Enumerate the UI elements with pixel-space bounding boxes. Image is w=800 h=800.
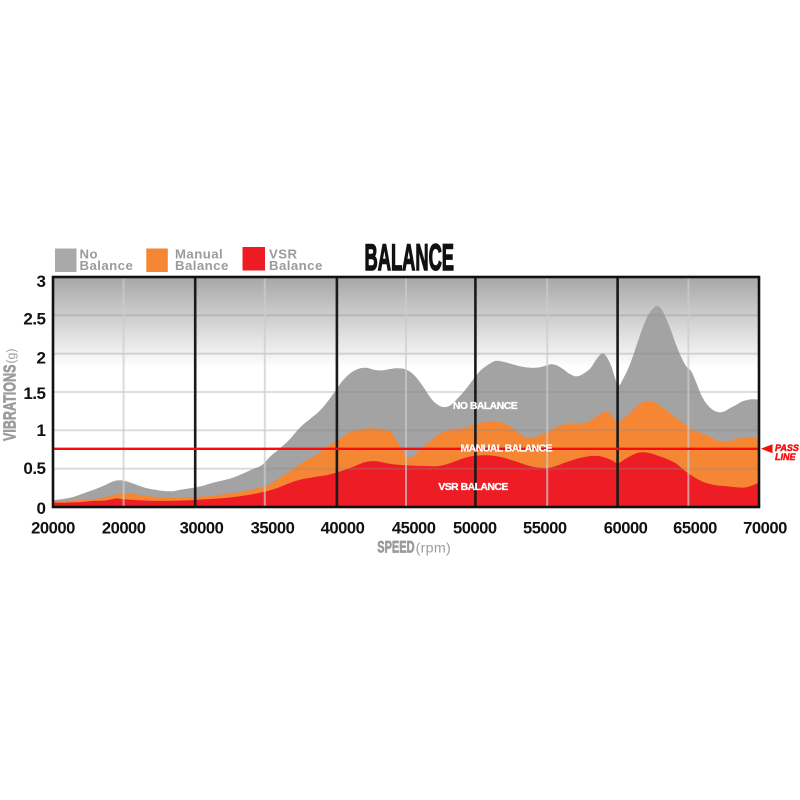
svg-text:LINE: LINE — [775, 452, 796, 462]
svg-text:VSR: VSR — [269, 247, 297, 262]
svg-text:45000: 45000 — [392, 518, 436, 537]
svg-text:Manual: Manual — [175, 247, 223, 262]
svg-text:3: 3 — [37, 272, 46, 291]
svg-text:(g): (g) — [4, 349, 18, 364]
svg-text:0: 0 — [37, 499, 46, 518]
svg-text:1: 1 — [37, 421, 46, 440]
svg-text:40000: 40000 — [321, 518, 365, 537]
svg-text:Balance: Balance — [175, 258, 229, 273]
svg-text:VIBRATIONS: VIBRATIONS — [1, 365, 20, 441]
svg-text:Balance: Balance — [80, 258, 134, 273]
svg-text:2: 2 — [37, 349, 46, 368]
svg-text:Balance: Balance — [269, 258, 323, 273]
svg-text:(rpm): (rpm) — [416, 541, 451, 557]
svg-text:VSR BALANCE: VSR BALANCE — [438, 482, 508, 493]
svg-text:MANUAL BALANCE: MANUAL BALANCE — [461, 443, 553, 454]
svg-text:30000: 30000 — [180, 518, 224, 537]
svg-text:20000: 20000 — [31, 518, 75, 537]
svg-text:2.5: 2.5 — [23, 310, 45, 329]
svg-text:SPEED: SPEED — [377, 537, 414, 556]
svg-text:65000: 65000 — [673, 518, 717, 537]
svg-text:50000: 50000 — [453, 518, 497, 537]
svg-text:60000: 60000 — [604, 518, 648, 537]
svg-text:1.5: 1.5 — [23, 384, 45, 403]
svg-text:20000: 20000 — [102, 518, 146, 537]
svg-text:PASS: PASS — [775, 443, 799, 453]
svg-text:NO BALANCE: NO BALANCE — [453, 401, 518, 412]
svg-text:70000: 70000 — [743, 518, 787, 537]
svg-text:0.5: 0.5 — [23, 459, 45, 478]
svg-text:35000: 35000 — [251, 518, 295, 537]
svg-text:55000: 55000 — [523, 518, 567, 537]
svg-text:No: No — [80, 247, 98, 262]
svg-text:BALANCE: BALANCE — [365, 239, 455, 280]
